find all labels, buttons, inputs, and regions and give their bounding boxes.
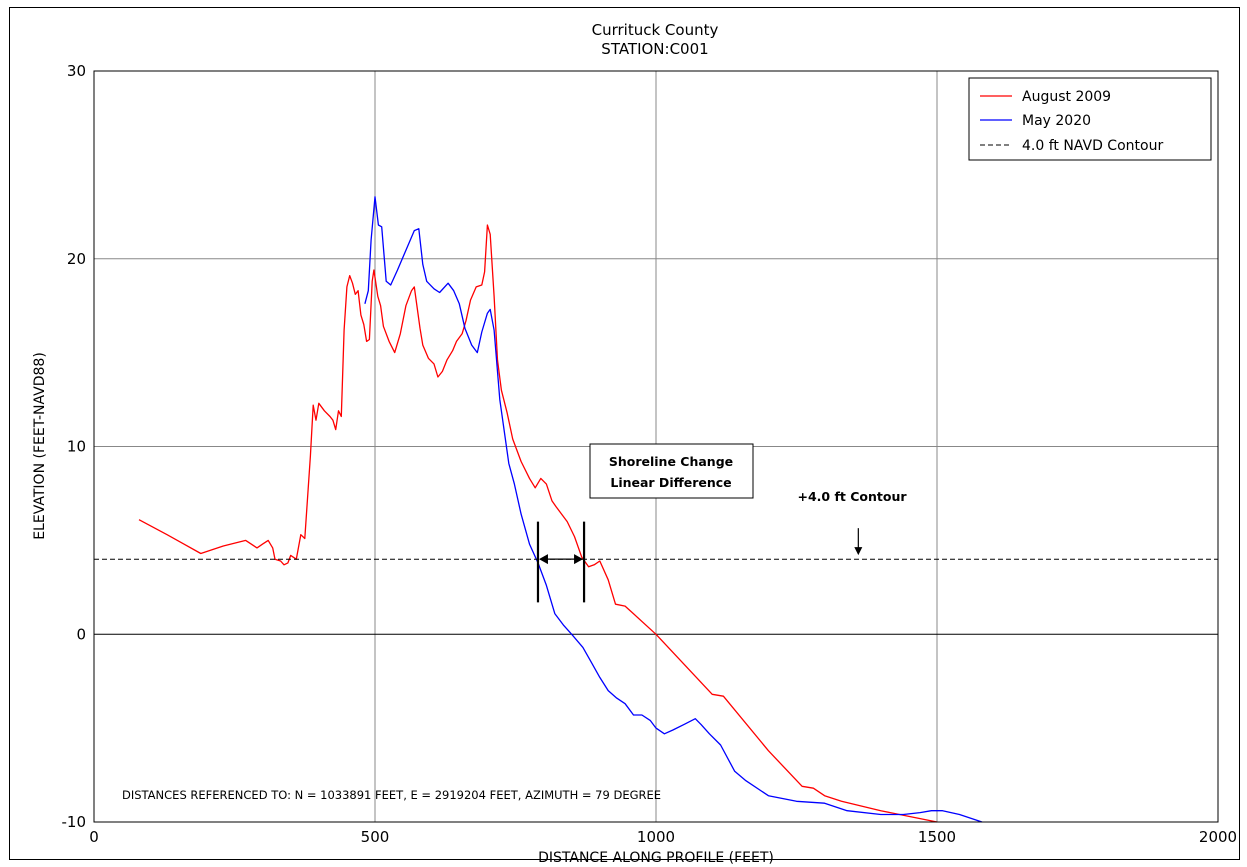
x-tick-label-500: 500 [361, 828, 390, 846]
figure-border [9, 7, 1240, 860]
legend-label-august-2009: August 2009 [1022, 89, 1111, 105]
reference-note: DISTANCES REFERENCED TO: N = 1033891 FEE… [122, 788, 661, 802]
shoreline-change-box-frame [589, 443, 754, 499]
legend-label-may-2020: May 2020 [1022, 113, 1091, 129]
contour-arrow-head [854, 547, 863, 556]
annotations [536, 521, 863, 603]
y-tick-label--10: -10 [62, 813, 87, 831]
x-tick-label-1000: 1000 [637, 828, 675, 846]
contour-label: +4.0 ft Contour [797, 489, 907, 504]
chart-subtitle: STATION:C001 [601, 40, 708, 58]
legend-label-contour: 4.0 ft NAVD Contour [1022, 138, 1163, 154]
y-axis-label: ELEVATION (FEET-NAVD88) [32, 352, 48, 540]
difference-arrow-head-left [538, 554, 548, 565]
series-line-may-2020 [364, 196, 983, 823]
x-tick-label-2000: 2000 [1199, 828, 1237, 846]
plot-area-frame [93, 70, 1219, 823]
y-tick-label-0: 0 [76, 625, 86, 643]
legend: August 2009 May 2020 4.0 ft NAVD Contour [968, 77, 1212, 161]
shoreline-change-box: Shoreline Change Linear Difference [589, 443, 754, 499]
difference-arrow-head-right [574, 554, 584, 565]
chart-title: Currituck County [592, 21, 719, 39]
x-tick-label-1500: 1500 [918, 828, 956, 846]
shoreline-change-box-line2: Linear Difference [610, 475, 731, 490]
legend-frame [968, 77, 1212, 161]
series-line-august-2009 [138, 224, 938, 823]
y-tick-label-10: 10 [67, 438, 86, 456]
y-tick-label-30: 30 [67, 62, 86, 80]
x-tick-label-0: 0 [89, 828, 99, 846]
x-axis-label: DISTANCE ALONG PROFILE (FEET) [538, 850, 774, 866]
y-tick-label-20: 20 [67, 250, 86, 268]
series-lines [94, 196, 1218, 823]
shoreline-change-box-line1: Shoreline Change [609, 454, 733, 469]
